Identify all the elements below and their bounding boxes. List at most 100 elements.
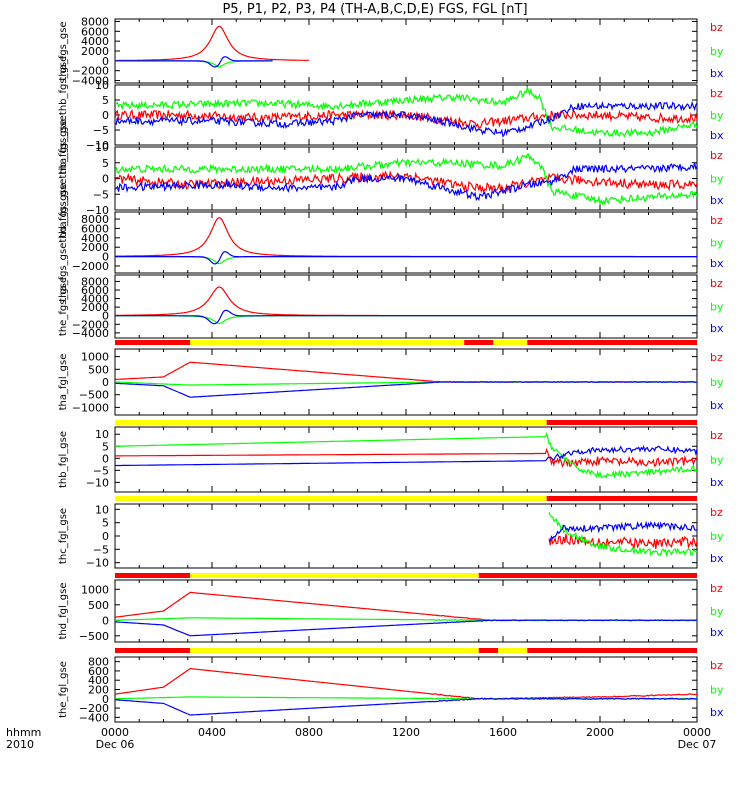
y-tick-label: 6000 xyxy=(81,25,109,38)
mode-bar-segment xyxy=(115,573,191,578)
y-tick-label: 400 xyxy=(88,674,109,687)
series-bx-line xyxy=(115,162,697,202)
legend-bx: bx xyxy=(710,552,724,565)
y-tick-label: 0 xyxy=(102,310,109,323)
y-axis-label: the_fgl_gse xyxy=(58,661,69,718)
panel-frame xyxy=(114,211,698,274)
series-bz-line xyxy=(115,170,697,195)
y-axis-label: tha_fgs_gsethb_fgs_gse xyxy=(58,56,69,175)
mode-bar-segment xyxy=(190,340,465,345)
y-axis-label: thc_fgl_gse xyxy=(58,508,69,564)
y-tick-label: 10 xyxy=(95,428,109,441)
mode-bar-segment xyxy=(546,420,697,425)
mode-bar-segment xyxy=(115,648,191,653)
y-axis-label: tha_fgs_gse xyxy=(58,21,69,80)
mode-bar-segment xyxy=(190,573,479,578)
y-tick-label: 2000 xyxy=(81,241,109,254)
y-tick-label: 10 xyxy=(95,79,109,92)
y-tick-label: 500 xyxy=(88,363,109,376)
y-tick-label: 8000 xyxy=(81,275,109,288)
series-bx-line xyxy=(115,619,697,637)
legend-bx: bx xyxy=(710,194,724,207)
y-tick-label: −10 xyxy=(86,139,109,152)
mode-bar-segment xyxy=(115,340,191,345)
y-tick-label: 2000 xyxy=(81,301,109,314)
y-tick-label: −500 xyxy=(79,389,109,402)
legend-bz: bz xyxy=(710,429,723,442)
legend-bz: bz xyxy=(710,214,723,227)
x-tick-label: 0000 xyxy=(683,726,711,739)
panel-frame xyxy=(114,426,698,493)
series-bx-line xyxy=(115,56,273,68)
x-row-label: hhmm xyxy=(6,726,41,739)
y-tick-label: 10 xyxy=(95,503,109,516)
legend-bz: bz xyxy=(710,659,723,672)
y-tick-label: 1000 xyxy=(81,583,109,596)
y-tick-label: −500 xyxy=(79,630,109,643)
y-tick-label: 0 xyxy=(102,173,109,186)
series-bz-line xyxy=(115,591,697,622)
legend-by: by xyxy=(710,376,724,389)
mode-bar-segment xyxy=(498,648,528,653)
mode-bar-segment xyxy=(527,648,697,653)
series-bz-line xyxy=(115,108,697,129)
y-tick-label: 5 xyxy=(102,440,109,453)
legend-by: by xyxy=(710,109,724,122)
panel-9: 1000 500 0 −500 thd_fgl_gse bz by bx xyxy=(58,579,724,653)
y-tick-label: −4000 xyxy=(72,327,109,340)
legend-bz: bz xyxy=(710,87,723,100)
legend-bx: bx xyxy=(710,322,724,335)
legend-by: by xyxy=(710,237,724,250)
legend-bx: bx xyxy=(710,476,724,489)
panel-frame xyxy=(114,656,698,723)
series-bz-line xyxy=(115,286,697,317)
mode-bar-segment xyxy=(190,648,479,653)
legend-bz: bz xyxy=(710,582,723,595)
mode-bar-segment xyxy=(478,648,499,653)
series-by-line xyxy=(115,85,697,138)
y-tick-label: 8000 xyxy=(81,15,109,28)
y-axis-label: thd_fgl_gse xyxy=(58,583,69,640)
x-year-label: 2010 xyxy=(6,738,34,751)
y-tick-label: 4000 xyxy=(81,293,109,306)
series-bx-line xyxy=(115,381,697,398)
y-tick-label: 4000 xyxy=(81,35,109,48)
series-by-line xyxy=(115,60,273,68)
y-tick-label: 200 xyxy=(88,684,109,697)
x-date-start: Dec 06 xyxy=(96,738,135,751)
y-axis-label: tha_fgl_gse xyxy=(58,354,69,411)
series-bx-line xyxy=(548,520,697,542)
y-tick-label: −10 xyxy=(86,476,109,489)
y-tick-label: −2000 xyxy=(72,65,109,78)
mode-bar-segment xyxy=(527,340,697,345)
y-tick-label: 1000 xyxy=(81,351,109,364)
series-by-line xyxy=(115,153,697,206)
y-tick-label: −5 xyxy=(93,543,109,556)
y-tick-label: −5 xyxy=(93,464,109,477)
x-tick-label: 0400 xyxy=(198,726,226,739)
x-tick-label: 2000 xyxy=(586,726,614,739)
series-bz-line xyxy=(115,447,697,468)
series-bx-line xyxy=(115,445,697,467)
y-tick-label: 5 xyxy=(102,94,109,107)
series-bx-line xyxy=(115,309,697,325)
legend-by: by xyxy=(710,173,724,186)
x-date-end: Dec 07 xyxy=(678,738,717,751)
y-tick-label: −2000 xyxy=(72,260,109,273)
series-bx-line xyxy=(115,697,697,716)
y-tick-label: 10 xyxy=(95,141,109,154)
legend-bx: bx xyxy=(710,67,724,80)
y-tick-label: 5 xyxy=(102,517,109,530)
y-axis-label: tha_fgs_gsethd_fgs_gse xyxy=(58,183,69,302)
mode-bar-segment xyxy=(115,496,547,501)
y-tick-label: 2000 xyxy=(81,45,109,58)
mode-bar-segment xyxy=(546,496,697,501)
legend-bz: bz xyxy=(710,277,723,290)
y-tick-label: −400 xyxy=(79,711,109,724)
